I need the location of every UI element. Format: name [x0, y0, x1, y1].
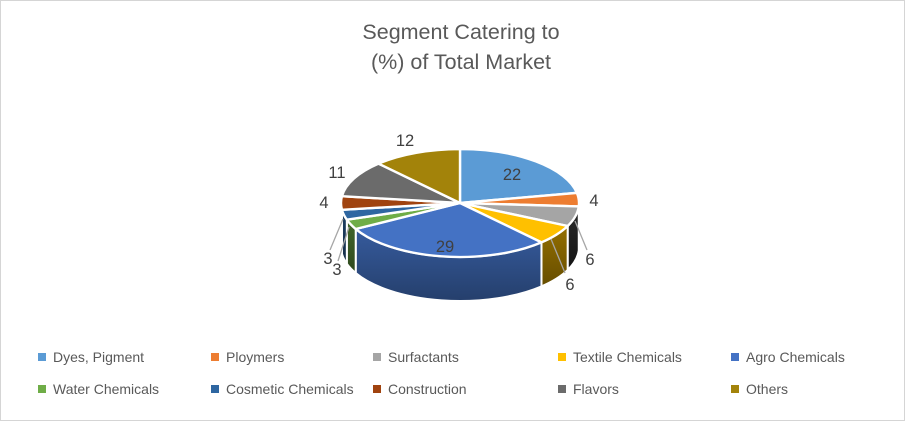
legend-swatch-icon [731, 385, 739, 393]
data-label: 4 [589, 192, 598, 210]
data-label: 12 [396, 132, 414, 150]
legend-swatch-icon [558, 353, 566, 361]
legend-label: Others [746, 381, 788, 397]
legend-item-agro-chemicals: Agro Chemicals [731, 349, 845, 365]
legend-swatch-icon [38, 385, 46, 393]
legend-item-construction: Construction [373, 381, 467, 397]
legend-swatch-icon [211, 353, 219, 361]
legend-swatch-icon [373, 385, 381, 393]
legend-item-flavors: Flavors [558, 381, 619, 397]
legend-item-dyes-pigment: Dyes, Pigment [38, 349, 144, 365]
legend-label: Dyes, Pigment [53, 349, 144, 365]
data-label: 3 [323, 250, 332, 268]
legend-item-ploymers: Ploymers [211, 349, 284, 365]
legend-item-water-chemicals: Water Chemicals [38, 381, 159, 397]
legend-label: Textile Chemicals [573, 349, 682, 365]
legend-label: Water Chemicals [53, 381, 159, 397]
legend-label: Flavors [573, 381, 619, 397]
data-label: 3 [332, 261, 341, 279]
legend-label: Agro Chemicals [746, 349, 845, 365]
legend-swatch-icon [373, 353, 381, 361]
data-label: 11 [328, 164, 345, 182]
legend-item-cosmetic-chemicals: Cosmetic Chemicals [211, 381, 354, 397]
legend-label: Ploymers [226, 349, 284, 365]
legend-label: Construction [388, 381, 467, 397]
legend-item-surfactants: Surfactants [373, 349, 459, 365]
data-label: 6 [585, 251, 594, 269]
data-label: 29 [436, 238, 454, 256]
legend-item-textile-chemicals: Textile Chemicals [558, 349, 682, 365]
legend-swatch-icon [38, 353, 46, 361]
legend-label: Surfactants [388, 349, 459, 365]
data-label: 4 [319, 194, 328, 212]
legend-swatch-icon [731, 353, 739, 361]
legend-label: Cosmetic Chemicals [226, 381, 354, 397]
legend-swatch-icon [211, 385, 219, 393]
legend-swatch-icon [558, 385, 566, 393]
data-label: 22 [503, 166, 521, 184]
data-label: 6 [565, 276, 574, 294]
legend-item-others: Others [731, 381, 788, 397]
